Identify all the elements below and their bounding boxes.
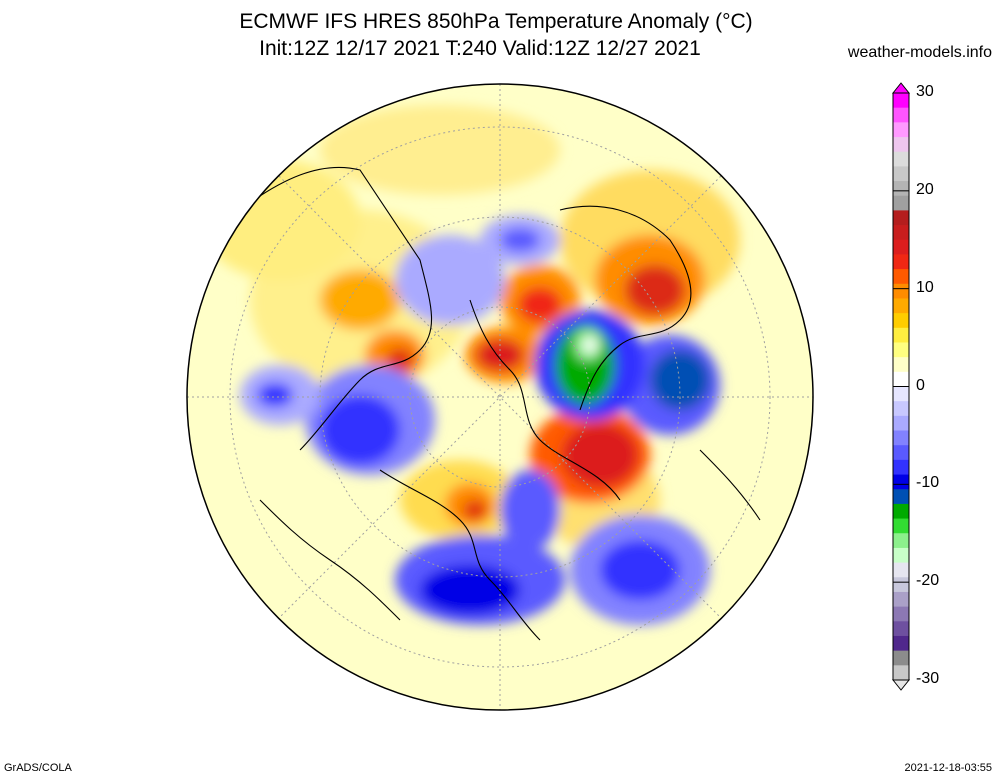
colorbar-bin bbox=[893, 489, 909, 505]
colorbar-bin bbox=[893, 371, 909, 387]
colorbar-bin bbox=[893, 225, 909, 241]
colorbar-bin bbox=[893, 151, 909, 167]
colorbar-tick-label: 30 bbox=[916, 83, 934, 100]
colorbar-bin bbox=[893, 239, 909, 255]
map-subtitle: Init:12Z 12/17 2021 T:240 Valid:12Z 12/2… bbox=[259, 37, 701, 60]
graticule bbox=[187, 84, 813, 710]
colorbar-bin bbox=[893, 269, 909, 285]
colorbar-bin bbox=[893, 93, 909, 109]
colorbar-bin bbox=[893, 650, 909, 666]
colorbar-tick-label: -30 bbox=[916, 670, 940, 687]
colorbar-bin bbox=[893, 606, 909, 622]
colorbar-bin bbox=[893, 342, 909, 358]
colorbar-bin bbox=[893, 430, 909, 446]
colorbar-bin bbox=[893, 210, 909, 226]
colorbar-bin bbox=[893, 474, 909, 490]
colorbar-bin bbox=[893, 195, 909, 211]
timestamp-label: 2021-12-18-03:55 bbox=[904, 762, 992, 774]
colorbar-bin bbox=[893, 107, 909, 123]
colorbar-tick-label: -20 bbox=[916, 572, 940, 590]
colorbar-bin bbox=[893, 665, 909, 681]
colorbar-bin bbox=[893, 591, 909, 608]
colorbar-bin bbox=[893, 122, 909, 138]
coastlines bbox=[239, 166, 761, 641]
source-site-label: weather-models.info bbox=[847, 44, 992, 61]
colorbar-bin bbox=[893, 357, 909, 373]
credit-label: GrADS/COLA bbox=[4, 762, 72, 774]
colorbar-bin bbox=[893, 459, 909, 476]
colorbar-bin bbox=[893, 298, 909, 314]
colorbar-bin bbox=[893, 445, 909, 461]
colorbar-max-arrow bbox=[891, 82, 911, 94]
colorbar-tick-label: 10 bbox=[916, 278, 934, 296]
colorbar-min-arrow bbox=[891, 679, 911, 691]
colorbar-bin bbox=[893, 137, 909, 153]
colorbar-bin bbox=[893, 386, 909, 402]
colorbar-bin bbox=[893, 166, 909, 182]
colorbar-bin bbox=[893, 562, 909, 578]
colorbar-bin bbox=[893, 518, 909, 534]
colorbar-bin bbox=[893, 635, 909, 652]
colorbar-bin bbox=[893, 415, 909, 432]
colorbar-bin bbox=[893, 577, 909, 593]
colorbar-bin bbox=[893, 327, 909, 343]
map-boundary bbox=[186, 83, 814, 711]
colorbar-bin bbox=[893, 401, 909, 417]
colorbar-bin bbox=[893, 283, 909, 299]
colorbar-bin bbox=[893, 621, 909, 637]
anomaly-field bbox=[200, 105, 740, 625]
colorbar-bin bbox=[893, 254, 909, 270]
colorbar-bin bbox=[893, 503, 909, 520]
colorbar-tick-label: 0 bbox=[916, 376, 925, 394]
colorbar-tick-label: -10 bbox=[916, 474, 940, 492]
colorbar-bin bbox=[893, 313, 909, 329]
colorbar-bin bbox=[893, 533, 909, 549]
colorbar-bin bbox=[893, 547, 909, 564]
colorbar-tick-label: 20 bbox=[916, 180, 934, 198]
map-title: ECMWF IFS HRES 850hPa Temperature Anomal… bbox=[239, 10, 753, 33]
colorbar-bin bbox=[893, 181, 909, 197]
